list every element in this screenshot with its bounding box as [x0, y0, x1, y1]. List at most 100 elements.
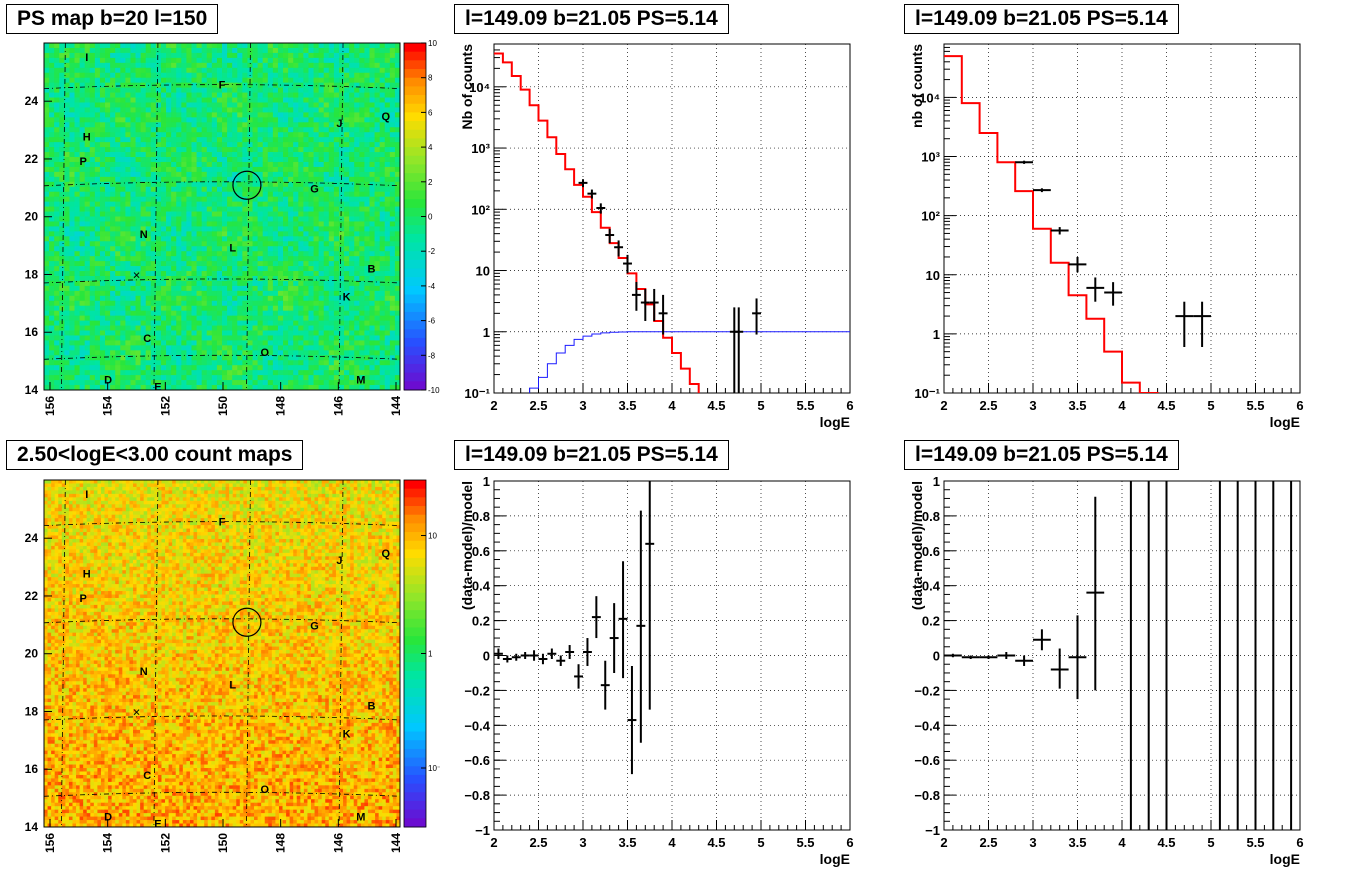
x-tick-label: 2.5	[529, 398, 547, 413]
y-tick-label: 1	[933, 327, 940, 342]
y-tick-label: 22	[25, 152, 39, 166]
y-tick-label: 16	[25, 762, 39, 776]
model-histogram	[944, 56, 1300, 399]
x-tick-label: 6	[846, 398, 853, 413]
heatmap-cells	[44, 43, 400, 390]
x-tick-label: 3.5	[618, 835, 636, 850]
y-tick-label: −0.6	[464, 753, 490, 768]
x-tick-label: 4	[668, 398, 676, 413]
data-point	[1175, 302, 1193, 347]
y-tick-label: 18	[25, 267, 39, 281]
x-tick-label: 2	[490, 398, 497, 413]
x-tick-label: 152	[158, 833, 172, 853]
data-point	[503, 656, 512, 663]
x-tick-label: 146	[331, 396, 345, 416]
y-tick-label: 1	[483, 474, 490, 489]
x-tick-label: 156	[43, 833, 57, 853]
data-point	[530, 650, 539, 660]
data-point	[583, 638, 592, 666]
data-point	[1033, 188, 1051, 192]
cross-marker: ×	[133, 704, 141, 719]
y-tick-label: 16	[25, 325, 39, 339]
source-label: J	[336, 118, 342, 130]
data-point	[730, 307, 739, 393]
model-histogram	[494, 53, 850, 398]
data-point	[734, 307, 743, 393]
x-tick-label: 3	[579, 835, 586, 850]
colorbar-tick-label: 6	[428, 108, 433, 117]
colorbar-tick-label: -10	[428, 386, 440, 395]
data-point	[645, 481, 654, 710]
data-point	[980, 656, 998, 659]
x-tick-label: 2	[490, 835, 497, 850]
x-tick-label: 144	[389, 396, 403, 416]
source-label: K	[343, 291, 351, 303]
x-tick-label: 3	[1029, 398, 1036, 413]
data-point	[521, 652, 530, 659]
colorbar-tick-label: 4	[428, 143, 433, 152]
x-tick-label: 5.5	[1246, 398, 1264, 413]
source-label: N	[140, 229, 148, 241]
x-tick-label: 4	[1118, 835, 1126, 850]
y-tick-label: 0	[483, 649, 490, 664]
y-tick-label: 0	[933, 649, 940, 664]
data-point	[610, 603, 619, 673]
data-point	[556, 656, 565, 666]
source-label: L	[229, 243, 236, 255]
y-tick-label: 14	[25, 383, 39, 397]
data-point	[592, 596, 601, 638]
source-label: N	[140, 666, 148, 678]
y-tick-label: 14	[25, 820, 39, 834]
source-label: E	[154, 382, 161, 394]
data-point	[605, 229, 614, 243]
x-tick-label: 144	[389, 833, 403, 853]
source-label: B	[368, 701, 376, 713]
x-tick-label: 4.5	[1157, 398, 1175, 413]
x-tick-label: 3.5	[618, 398, 636, 413]
x-tick-label: 5.5	[796, 398, 814, 413]
colorbar-tick-label: 10	[428, 532, 437, 541]
y-tick-label: 24	[25, 531, 39, 545]
x-tick-label: 154	[101, 833, 115, 853]
data-point	[1104, 282, 1122, 306]
data-point	[1069, 615, 1087, 699]
y-tick-label: −0.8	[464, 788, 490, 803]
y-tick-label: 10²	[921, 209, 940, 224]
x-tick-label: 146	[331, 833, 345, 853]
x-tick-label: 4	[668, 835, 676, 850]
x-tick-label: 4.5	[707, 398, 725, 413]
data-point	[1033, 629, 1051, 650]
source-label: M	[356, 812, 365, 824]
colorbar-tick-label: 8	[428, 74, 433, 83]
y-tick-label: 20	[25, 647, 39, 661]
y-tick-label: 10³	[921, 150, 940, 165]
x-tick-label: 154	[101, 396, 115, 416]
x-tick-label: 148	[274, 396, 288, 416]
colorbar-tick-label: 10	[428, 39, 437, 48]
x-tick-label: 2.5	[979, 398, 997, 413]
y-tick-label: −1	[925, 823, 940, 838]
x-tick-label: 2.5	[979, 835, 997, 850]
x-axis-label: logE	[820, 851, 850, 867]
y-tick-label: −0.4	[914, 718, 940, 733]
data-point	[997, 652, 1015, 659]
colorbar-tick-label: 10⁻¹	[428, 764, 440, 773]
plot-area	[944, 56, 1300, 399]
y-axis-label: nb of counts	[909, 44, 925, 128]
y-axis-label: (data-model)/model	[459, 481, 475, 610]
data-point	[1193, 302, 1211, 347]
x-tick-label: 5	[1207, 835, 1214, 850]
x-axis-label: logE	[820, 414, 850, 430]
data-point	[632, 282, 641, 311]
y-tick-label: 0.2	[922, 614, 940, 629]
source-label: F	[219, 80, 226, 92]
y-tick-label: 10⁻¹	[464, 386, 490, 401]
y-tick-label: 22	[25, 589, 39, 603]
